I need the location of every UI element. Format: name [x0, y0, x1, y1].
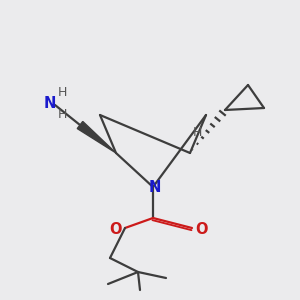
Text: H: H [192, 127, 202, 140]
Text: N: N [149, 181, 161, 196]
Text: H: H [57, 86, 67, 100]
Text: O: O [195, 221, 207, 236]
Text: O: O [109, 223, 121, 238]
Polygon shape [77, 122, 116, 153]
Text: H: H [57, 109, 67, 122]
Text: N: N [44, 97, 56, 112]
